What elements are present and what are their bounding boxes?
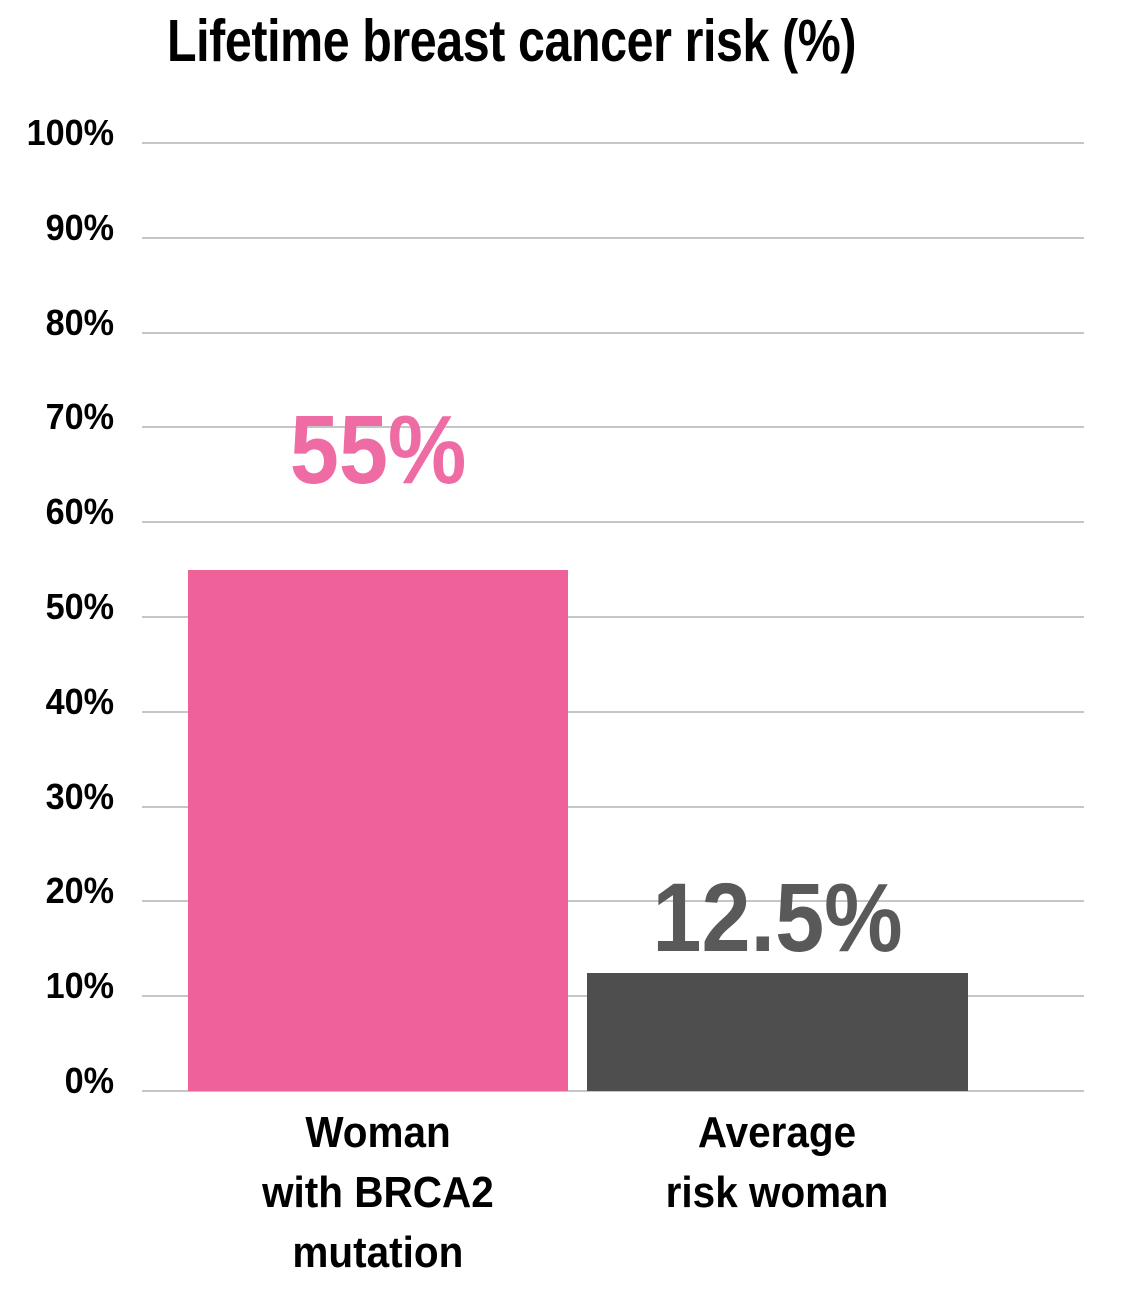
- gridline-30: [142, 805, 1084, 808]
- gridline-80: [142, 331, 1084, 334]
- y-axis-tick-label-40: 40%: [45, 680, 114, 722]
- gridline-60: [142, 521, 1084, 524]
- category-label-line: with BRCA2: [262, 1168, 494, 1217]
- y-axis-tick-label-80: 80%: [45, 301, 114, 343]
- y-axis-tick-label-60: 60%: [45, 491, 114, 533]
- category-label-line: Average: [698, 1108, 857, 1157]
- gridline-90: [142, 236, 1084, 239]
- category-label-line: Woman: [305, 1108, 451, 1157]
- y-axis-tick-label-30: 30%: [45, 775, 114, 817]
- gridline-40: [142, 710, 1084, 713]
- y-axis-tick-label-90: 90%: [45, 206, 114, 248]
- value-label-average-risk-woman: 12.5%: [652, 863, 903, 972]
- value-label-woman-with-brca2-mutation: 55%: [289, 395, 467, 504]
- y-axis-tick-label-0: 0%: [64, 1060, 114, 1101]
- bar-woman-with-brca2-mutation: [188, 569, 568, 1091]
- bar-average-risk-woman: [587, 972, 968, 1091]
- gridline-70: [142, 426, 1084, 429]
- y-axis-tick-label-20: 20%: [45, 870, 114, 912]
- gridline-0: [142, 1090, 1084, 1092]
- y-axis-tick-label-100: 100%: [26, 112, 114, 153]
- category-label-average-risk-woman: Average risk woman: [527, 1103, 1028, 1223]
- y-axis-tick-label-10: 10%: [45, 965, 114, 1007]
- category-label-line: risk woman: [666, 1168, 889, 1217]
- gridline-50: [142, 616, 1084, 618]
- gridline-20: [142, 900, 1084, 903]
- category-label-line: mutation: [292, 1228, 464, 1277]
- gridline-100: [142, 142, 1084, 144]
- y-axis-tick-label-70: 70%: [45, 396, 114, 438]
- chart-title: Lifetime breast cancer risk (%): [167, 8, 857, 74]
- y-axis-tick-label-50: 50%: [45, 586, 114, 627]
- category-label-woman-with-brca2-mutation: Woman with BRCA2 mutation: [128, 1103, 628, 1283]
